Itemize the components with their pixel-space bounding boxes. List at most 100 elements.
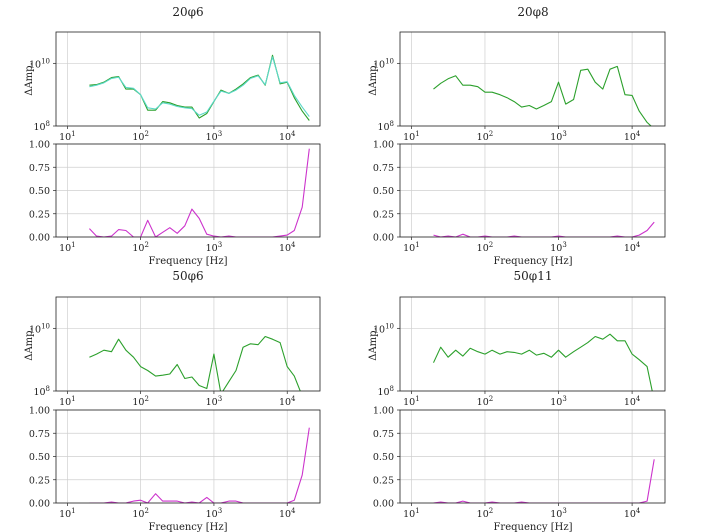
x-tick-label-base: 10 <box>59 397 71 408</box>
y-tick-label-base: 10 <box>29 324 41 335</box>
x-tick-label: 104 <box>279 507 296 520</box>
x-tick-label-exp: 1 <box>71 241 75 249</box>
x-tick-label: 103 <box>550 507 567 520</box>
x-tick-label-base: 10 <box>477 132 489 143</box>
y-tick-label: 108 <box>377 385 394 398</box>
x-tick-label-base: 10 <box>206 509 218 520</box>
x-axis-label: Frequency [Hz] <box>148 522 227 532</box>
y-tick-label-base: 10 <box>377 387 389 398</box>
x-tick-label-exp: 4 <box>636 507 641 515</box>
x-tick-label-base: 10 <box>624 509 636 520</box>
x-tick-label-exp: 2 <box>489 507 493 515</box>
x-tick-label: 102 <box>477 130 494 143</box>
x-tick-label: 101 <box>59 241 76 254</box>
x-tick-label-exp: 3 <box>218 241 222 249</box>
series-line-fitted <box>89 56 310 117</box>
x-tick-label-base: 10 <box>132 397 144 408</box>
y-tick-label: 1.00 <box>29 140 50 151</box>
x-tick-label: 102 <box>477 395 494 408</box>
x-tick-label-exp: 4 <box>636 395 641 403</box>
y-tick-label-exp: 8 <box>46 120 50 128</box>
x-tick-label-base: 10 <box>403 243 415 254</box>
x-tick-label-base: 10 <box>624 243 636 254</box>
x-tick-label-exp: 1 <box>415 507 419 515</box>
x-tick-label-base: 10 <box>59 132 71 143</box>
x-tick-label-base: 10 <box>206 243 218 254</box>
x-tick-label-exp: 2 <box>144 507 148 515</box>
x-tick-label-exp: 4 <box>291 395 296 403</box>
y-tick-label-exp: 10 <box>385 322 394 330</box>
x-tick-label-base: 10 <box>477 243 489 254</box>
x-tick-label: 102 <box>132 130 149 143</box>
y-tick-label: 0.25 <box>373 209 394 220</box>
x-tick-label-exp: 1 <box>71 507 75 515</box>
y-tick-label: 108 <box>33 385 50 398</box>
y-tick-label: 0.50 <box>373 452 394 463</box>
y-tick-label-base: 10 <box>373 324 385 335</box>
y-tick-label: 1.00 <box>29 406 50 417</box>
x-tick-label-exp: 2 <box>144 395 148 403</box>
plot-frame <box>399 409 666 504</box>
x-tick-label-exp: 2 <box>144 130 148 138</box>
x-tick-label: 104 <box>624 130 641 143</box>
x-tick-label-base: 10 <box>403 397 415 408</box>
x-tick-label: 102 <box>132 241 149 254</box>
y-tick-label-base: 10 <box>33 387 45 398</box>
x-tick-label: 103 <box>550 241 567 254</box>
x-tick-label: 104 <box>279 130 296 143</box>
x-tick-label-exp: 2 <box>144 241 148 249</box>
x-tick-label-base: 10 <box>279 397 291 408</box>
x-axis-label: Frequency [Hz] <box>493 522 572 532</box>
series-line-ratio <box>89 427 310 503</box>
x-tick-label-exp: 3 <box>562 241 566 249</box>
x-tick-label: 102 <box>132 507 149 520</box>
series-line-measured <box>89 54 310 121</box>
series-line-ratio <box>89 148 310 237</box>
y-tick-label: 1010 <box>29 322 50 335</box>
x-tick-label-base: 10 <box>59 243 71 254</box>
x-tick-label-exp: 3 <box>218 507 222 515</box>
series-line-measured <box>433 333 653 391</box>
y-tick-label-exp: 10 <box>41 322 50 330</box>
x-tick-label: 101 <box>403 241 420 254</box>
y-tick-label: 0.50 <box>373 186 394 197</box>
y-tick-label-base: 10 <box>373 59 385 70</box>
x-tick-label: 103 <box>206 395 223 408</box>
y-tick-label-base: 10 <box>29 59 41 70</box>
y-tick-label: 0.75 <box>373 163 394 174</box>
y-tick-label-exp: 8 <box>390 120 394 128</box>
x-tick-label-base: 10 <box>624 397 636 408</box>
plot-frame <box>399 143 666 238</box>
x-tick-label-base: 10 <box>132 243 144 254</box>
x-tick-label: 102 <box>132 395 149 408</box>
x-tick-label-base: 10 <box>59 509 71 520</box>
y-axis-label: ΔAmp. <box>368 62 379 96</box>
panel-title: 50φ6 <box>172 269 203 283</box>
plot-frame <box>399 31 666 127</box>
x-tick-label-exp: 3 <box>562 507 566 515</box>
x-tick-label-base: 10 <box>477 509 489 520</box>
x-tick-label: 104 <box>279 395 296 408</box>
x-tick-label-exp: 2 <box>489 130 493 138</box>
x-tick-label-base: 10 <box>550 132 562 143</box>
x-tick-label: 103 <box>550 130 567 143</box>
y-tick-label: 0.25 <box>29 475 50 486</box>
x-tick-label-exp: 3 <box>218 130 222 138</box>
y-tick-label: 1010 <box>29 57 50 70</box>
y-axis-label: ΔAmp. <box>24 62 35 96</box>
y-tick-label: 1010 <box>373 322 394 335</box>
x-tick-label-base: 10 <box>403 132 415 143</box>
x-tick-label-base: 10 <box>550 509 562 520</box>
x-tick-label: 104 <box>624 507 641 520</box>
x-tick-label: 101 <box>59 130 76 143</box>
x-tick-label-exp: 4 <box>291 507 296 515</box>
y-tick-label: 108 <box>377 120 394 133</box>
y-tick-label: 1010 <box>373 57 394 70</box>
x-tick-label-base: 10 <box>132 132 144 143</box>
x-tick-label: 103 <box>550 395 567 408</box>
plot-frame <box>55 143 321 238</box>
